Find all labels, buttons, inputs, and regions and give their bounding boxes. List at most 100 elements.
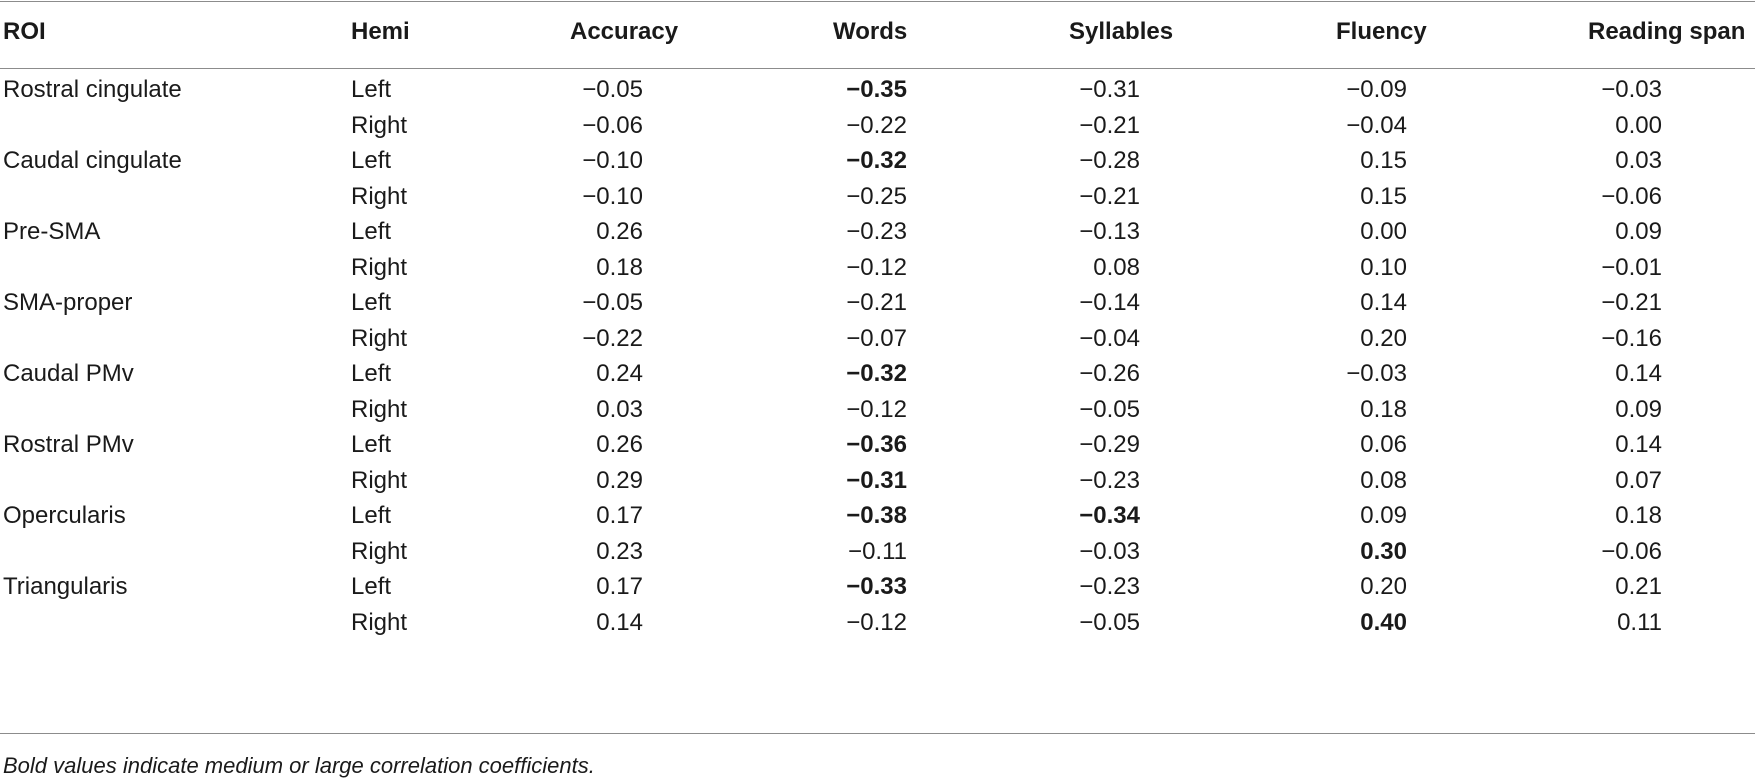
cell-syllables: −0.23 — [1079, 573, 1140, 600]
cell-syllables: −0.04 — [1079, 324, 1140, 352]
cell-hemi: Right — [351, 324, 408, 352]
header-reading-span: Reading span — [1588, 18, 1746, 45]
cell-hemi: Left — [351, 289, 392, 316]
cell-accuracy: 0.14 — [596, 608, 643, 636]
cell-hemi: Left — [351, 147, 392, 174]
cell-roi: Pre-SMA — [3, 218, 101, 245]
cell-hemi: Left — [351, 360, 392, 387]
cell-fluency: 0.15 — [1360, 182, 1407, 210]
table-row: Caudal PMv Left 0.24 −0.32 −0.26 −0.03 0.14 — [0, 354, 1755, 394]
cell-reading-span: −0.21 — [1601, 289, 1662, 316]
cell-fluency: 0.09 — [1360, 502, 1407, 529]
cell-words: −0.07 — [846, 324, 907, 352]
cell-reading-span: −0.03 — [1601, 76, 1662, 103]
cell-reading-span: 0.09 — [1615, 218, 1662, 245]
cell-hemi: Left — [351, 76, 392, 103]
cell-words: −0.32 — [846, 360, 907, 387]
cell-hemi: Left — [351, 502, 392, 529]
cell-fluency: −0.04 — [1346, 111, 1407, 139]
cell-reading-span: 0.03 — [1615, 147, 1662, 174]
cell-accuracy: −0.05 — [582, 289, 643, 316]
table-bottom-rule — [0, 733, 1755, 734]
cell-words: −0.22 — [846, 111, 907, 139]
table-header-rule — [0, 68, 1755, 69]
cell-fluency: −0.09 — [1346, 76, 1407, 103]
cell-hemi: Right — [351, 395, 408, 423]
table-row: Triangularis Left 0.17 −0.33 −0.23 0.20 0.21 — [0, 567, 1755, 607]
cell-fluency: 0.00 — [1360, 218, 1407, 245]
cell-fluency: −0.03 — [1346, 360, 1407, 387]
cell-roi: Rostral PMv — [3, 431, 134, 458]
cell-reading-span: 0.07 — [1615, 466, 1662, 494]
table-row: SMA-proper Left −0.05 −0.21 −0.14 0.14 −0.21 — [0, 283, 1755, 323]
cell-reading-span: −0.01 — [1601, 253, 1662, 281]
cell-words: −0.25 — [846, 182, 907, 210]
cell-accuracy: −0.06 — [582, 111, 643, 139]
cell-syllables: 0.08 — [1093, 253, 1140, 281]
cell-syllables: −0.14 — [1079, 289, 1140, 316]
cell-accuracy: 0.26 — [596, 431, 643, 458]
cell-accuracy: 0.24 — [596, 360, 643, 387]
cell-accuracy: −0.05 — [582, 76, 643, 103]
table-row: Right 0.14 −0.12 −0.05 0.40 0.11 — [0, 603, 1755, 643]
cell-reading-span: 0.14 — [1615, 360, 1662, 387]
cell-syllables: −0.03 — [1079, 537, 1140, 565]
cell-syllables: −0.05 — [1079, 395, 1140, 423]
cell-reading-span: 0.09 — [1615, 395, 1662, 423]
cell-accuracy: −0.10 — [582, 147, 643, 174]
cell-syllables: −0.21 — [1079, 182, 1140, 210]
table-top-rule — [0, 1, 1755, 2]
table-row: Right −0.22 −0.07 −0.04 0.20 −0.16 — [0, 319, 1755, 359]
cell-reading-span: −0.06 — [1601, 182, 1662, 210]
cell-reading-span: 0.11 — [1617, 608, 1662, 636]
cell-fluency: 0.30 — [1360, 537, 1407, 565]
cell-words: −0.23 — [846, 218, 907, 245]
header-fluency: Fluency — [1336, 18, 1427, 45]
cell-words: −0.32 — [846, 147, 907, 174]
table-row: Right 0.18 −0.12 0.08 0.10 −0.01 — [0, 248, 1755, 288]
cell-words: −0.12 — [846, 253, 907, 281]
cell-accuracy: 0.03 — [596, 395, 643, 423]
cell-hemi: Right — [351, 182, 408, 210]
cell-hemi: Left — [351, 573, 392, 600]
cell-roi: SMA-proper — [3, 289, 133, 316]
cell-words: −0.38 — [846, 502, 907, 529]
cell-syllables: −0.26 — [1079, 360, 1140, 387]
table-row: Right 0.23 −0.11 −0.03 0.30 −0.06 — [0, 532, 1755, 572]
cell-hemi: Left — [351, 431, 392, 458]
header-hemi: Hemi — [351, 18, 410, 45]
header-words: Words — [833, 18, 908, 45]
cell-hemi: Left — [351, 218, 392, 245]
cell-accuracy: −0.10 — [582, 182, 643, 210]
cell-syllables: −0.23 — [1079, 466, 1140, 494]
cell-fluency: 0.06 — [1360, 431, 1407, 458]
cell-reading-span: 0.18 — [1615, 502, 1662, 529]
cell-hemi: Right — [351, 253, 408, 281]
cell-reading-span: −0.06 — [1601, 537, 1662, 565]
table-footnote: Bold values indicate medium or large cor… — [3, 753, 595, 778]
table-row: Pre-SMA Left 0.26 −0.23 −0.13 0.00 0.09 — [0, 212, 1755, 252]
cell-words: −0.12 — [846, 608, 907, 636]
cell-accuracy: −0.22 — [582, 324, 643, 352]
cell-words: −0.35 — [846, 76, 907, 103]
cell-words: −0.36 — [846, 431, 907, 458]
cell-syllables: −0.31 — [1079, 76, 1140, 103]
header-syllables: Syllables — [1069, 18, 1174, 45]
cell-words: −0.12 — [846, 395, 907, 423]
table-row: Right −0.10 −0.25 −0.21 0.15 −0.06 — [0, 177, 1755, 217]
cell-reading-span: −0.16 — [1601, 324, 1662, 352]
cell-fluency: 0.10 — [1360, 253, 1407, 281]
cell-accuracy: 0.17 — [596, 573, 643, 600]
cell-accuracy: 0.23 — [596, 537, 643, 565]
cell-reading-span: 0.00 — [1615, 111, 1662, 139]
table-row: Caudal cingulate Left −0.10 −0.32 −0.28 0.15 0… — [0, 141, 1755, 181]
cell-words: −0.33 — [846, 573, 907, 600]
table-row: Opercularis Left 0.17 −0.38 −0.34 0.09 0.18 — [0, 496, 1755, 536]
cell-fluency: 0.40 — [1360, 608, 1407, 636]
cell-reading-span: 0.21 — [1615, 573, 1662, 600]
cell-fluency: 0.20 — [1360, 324, 1407, 352]
table-row: Right 0.29 −0.31 −0.23 0.08 0.07 — [0, 461, 1755, 501]
cell-words: −0.21 — [846, 289, 907, 316]
cell-syllables: −0.34 — [1079, 502, 1140, 529]
cell-hemi: Right — [351, 537, 408, 565]
